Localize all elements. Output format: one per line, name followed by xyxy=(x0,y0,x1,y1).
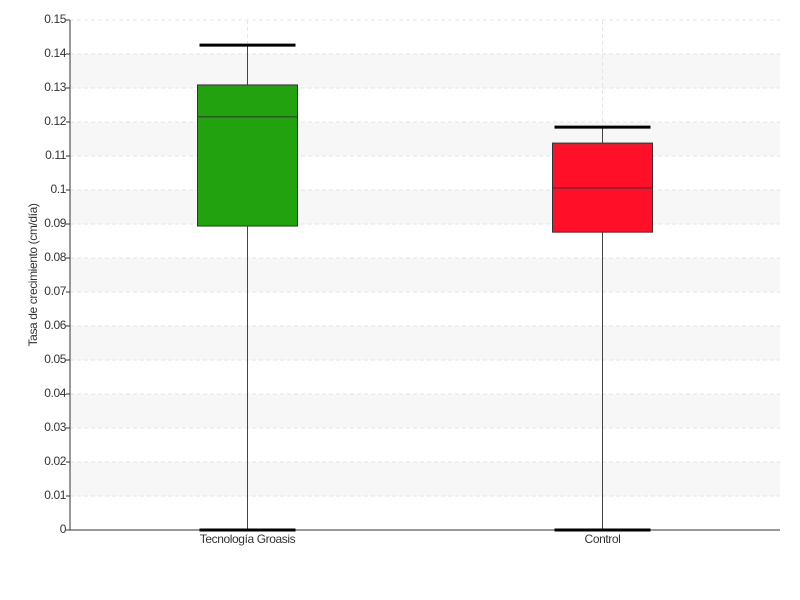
x-tick-label: Control xyxy=(585,532,621,546)
y-tick-label: 0 xyxy=(60,522,67,536)
grid-band xyxy=(70,326,780,360)
y-tick-label: 0.08 xyxy=(44,250,66,264)
grid-band xyxy=(70,394,780,428)
y-tick-label: 0.15 xyxy=(44,12,66,26)
y-tick-label: 0.13 xyxy=(44,80,66,94)
y-tick-label: 0.14 xyxy=(44,46,66,60)
grid-band xyxy=(70,122,780,156)
x-tick-label: Tecnología Groasis xyxy=(200,532,296,546)
grid-band xyxy=(70,190,780,224)
y-tick-label: 0.09 xyxy=(44,216,66,230)
y-tick-label: 0.1 xyxy=(51,182,67,196)
y-axis-label: Tasa de crecimiento (cm/día) xyxy=(26,203,40,346)
y-tick-label: 0.11 xyxy=(45,148,67,162)
y-tick-label: 0.12 xyxy=(44,114,66,128)
y-tick-label: 0.03 xyxy=(44,420,66,434)
grid-band xyxy=(70,462,780,496)
y-tick-label: 0.05 xyxy=(44,352,66,366)
box xyxy=(197,84,298,227)
grid-band xyxy=(70,54,780,88)
y-tick-label: 0.04 xyxy=(44,386,66,400)
y-tick-label: 0.01 xyxy=(44,488,66,502)
y-tick-label: 0.06 xyxy=(44,318,66,332)
grid-band xyxy=(70,258,780,292)
y-tick-label: 0.07 xyxy=(44,284,66,298)
y-tick-label: 0.02 xyxy=(44,454,66,468)
